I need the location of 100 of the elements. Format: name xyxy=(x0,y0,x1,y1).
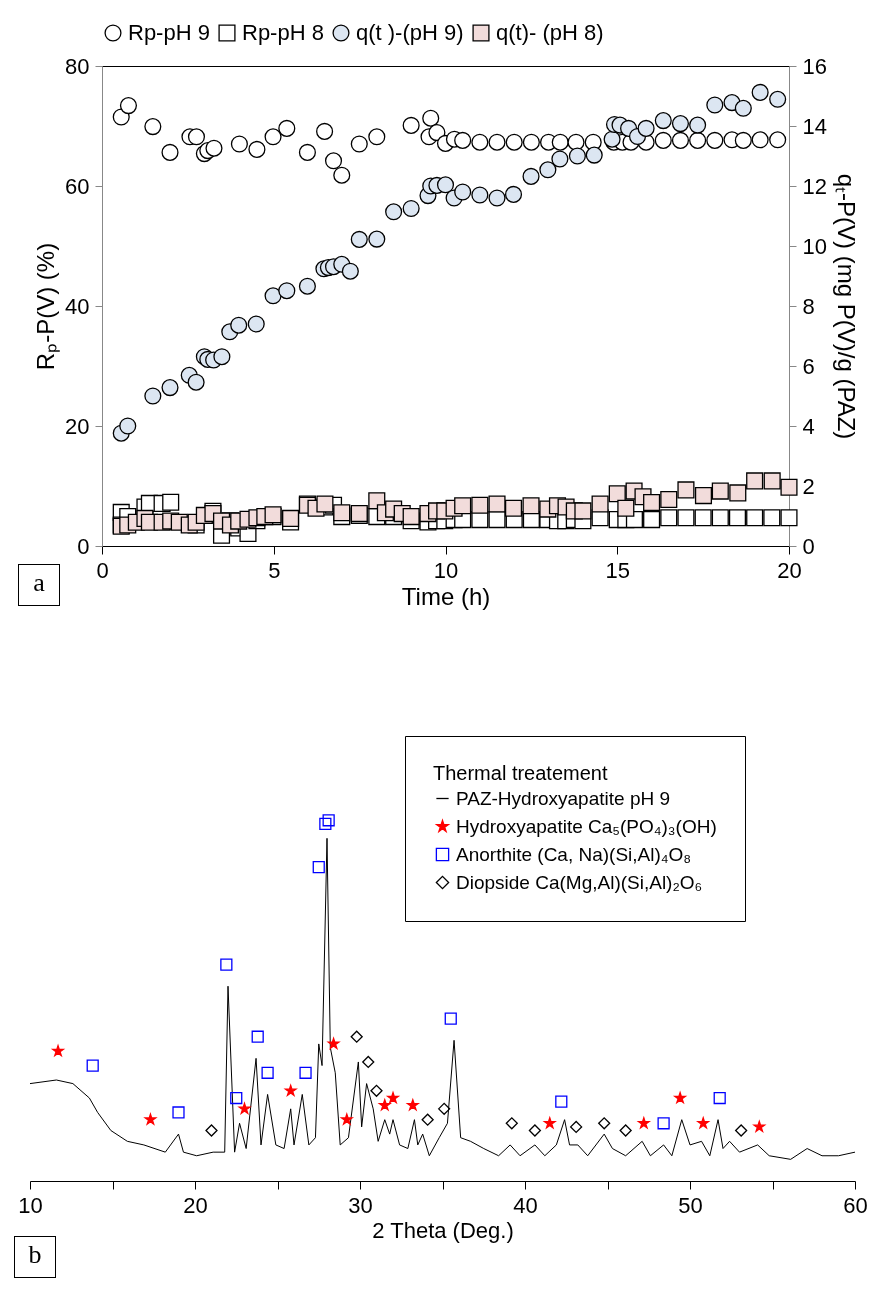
point xyxy=(539,161,557,179)
x-tick-label: 40 xyxy=(513,1192,538,1218)
point xyxy=(299,1066,312,1079)
point xyxy=(637,1117,650,1129)
point xyxy=(677,481,695,499)
point xyxy=(746,472,764,490)
point xyxy=(324,152,343,170)
point xyxy=(422,109,440,127)
point xyxy=(654,131,672,149)
y2-tick-label: 2 xyxy=(802,473,815,499)
point xyxy=(402,508,420,526)
x-tick-label: 10 xyxy=(433,557,459,583)
point xyxy=(780,478,798,496)
point xyxy=(230,135,248,153)
point xyxy=(555,1095,568,1108)
x-axis-title: Time (h) xyxy=(401,582,491,610)
point xyxy=(341,262,359,280)
point xyxy=(454,497,472,515)
point xyxy=(734,131,752,149)
point xyxy=(713,1091,726,1105)
point xyxy=(619,1124,632,1137)
point xyxy=(608,485,626,503)
point xyxy=(568,147,586,165)
x-tick-label: 20 xyxy=(183,1192,208,1218)
point xyxy=(763,509,781,527)
x-axis-title: 2 Theta (Deg.) xyxy=(372,1217,514,1243)
point xyxy=(340,1113,353,1125)
y-tick-label: 80 xyxy=(65,53,90,79)
point xyxy=(780,509,798,527)
x-tick-label: 60 xyxy=(843,1192,868,1218)
point xyxy=(505,1117,518,1130)
point xyxy=(370,1084,383,1097)
point xyxy=(213,348,231,366)
text: a xyxy=(18,564,60,606)
point xyxy=(247,315,265,333)
point xyxy=(591,495,609,513)
point xyxy=(368,230,386,248)
point xyxy=(350,135,368,153)
point xyxy=(421,1113,434,1126)
point xyxy=(319,817,332,831)
point xyxy=(735,1124,748,1137)
point xyxy=(362,1055,375,1069)
point xyxy=(711,509,729,527)
point xyxy=(504,499,523,517)
point xyxy=(298,143,316,161)
point xyxy=(706,131,724,149)
point xyxy=(471,186,489,204)
y2-tick-label: 6 xyxy=(802,353,815,379)
point xyxy=(617,499,635,517)
legend-label: q(t)- (pH 8) xyxy=(496,20,604,45)
point xyxy=(637,119,655,137)
point xyxy=(751,131,769,149)
point xyxy=(327,1037,340,1050)
point xyxy=(385,203,403,221)
point xyxy=(522,133,540,151)
point xyxy=(488,189,506,207)
point xyxy=(643,511,661,529)
y-tick-label: 0 xyxy=(77,533,90,559)
point xyxy=(278,282,296,300)
point xyxy=(746,509,764,527)
legend-title: Thermal treatement xyxy=(433,762,608,784)
point xyxy=(284,1084,297,1096)
point xyxy=(657,1117,670,1130)
point xyxy=(387,1091,399,1104)
point xyxy=(220,958,233,971)
point xyxy=(402,199,420,218)
point xyxy=(322,814,335,827)
x-tick-label: 20 xyxy=(777,557,802,583)
point xyxy=(528,1124,542,1137)
point xyxy=(161,143,179,161)
point xyxy=(333,166,351,184)
point xyxy=(643,493,661,512)
point xyxy=(264,287,282,305)
point xyxy=(230,1091,243,1105)
x-tick-label: 5 xyxy=(268,557,281,583)
point xyxy=(162,493,180,511)
point xyxy=(543,1117,556,1129)
y-tick-label: 20 xyxy=(65,413,90,439)
point xyxy=(230,316,248,334)
point xyxy=(144,387,162,405)
y2-tick-label: 4 xyxy=(802,413,815,439)
point xyxy=(694,509,712,527)
point xyxy=(522,497,540,515)
y2-tick-label: 10 xyxy=(802,233,827,259)
point xyxy=(264,128,282,146)
point xyxy=(689,116,707,134)
legend-label: Hydroxyapatite Ca₅(PO₄)₃(OH) xyxy=(456,815,717,837)
legend-label: Rp-pH 8 xyxy=(242,20,324,45)
point xyxy=(654,112,672,130)
point xyxy=(454,131,472,149)
point xyxy=(711,482,729,500)
point xyxy=(697,1117,710,1129)
point xyxy=(729,484,747,502)
point xyxy=(769,90,787,108)
point xyxy=(444,1012,457,1025)
point xyxy=(706,96,724,114)
point xyxy=(574,502,592,520)
legend-label: Rp-pH 9 xyxy=(128,20,210,45)
point xyxy=(734,99,752,117)
point xyxy=(350,1030,363,1043)
